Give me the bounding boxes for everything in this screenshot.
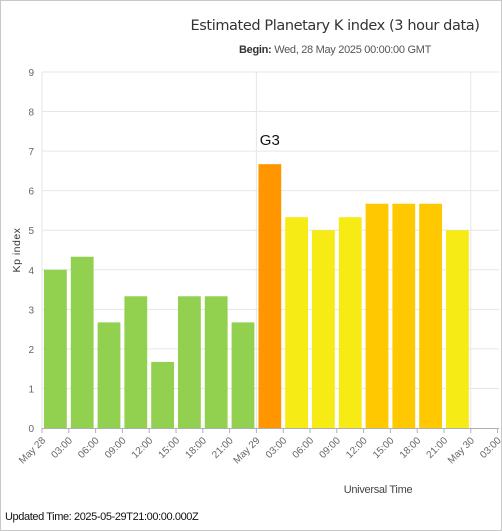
y-tick-label: 2 (28, 345, 34, 356)
bar-kp-9 (285, 217, 308, 428)
x-tick-label: 03:00 (478, 435, 502, 461)
x-tick-label: May 28 (17, 435, 48, 466)
y-tick-label: 7 (28, 147, 34, 158)
annotations: G3 (260, 132, 280, 149)
y-tick-label: 4 (28, 266, 34, 277)
x-tick-label: May 30 (446, 435, 477, 466)
x-tick-label: 06:00 (291, 435, 317, 461)
y-axis-title: Kp index (11, 227, 23, 272)
updated-time: Updated Time: 2025-05-29T21:00:00.000Z (5, 511, 199, 523)
bar-series (44, 164, 469, 429)
bar-kp-6 (204, 296, 228, 428)
x-tick-label: 12:00 (344, 435, 370, 461)
chart-subtitle: Begin: Wed, 28 May 2025 00:00:00 GMT (170, 44, 500, 56)
bar-kp-4 (151, 361, 174, 428)
bar-kp-15 (446, 230, 469, 428)
bar-kp-2 (97, 322, 121, 428)
chart-title: Estimated Planetary K index (3 hour data… (190, 18, 480, 34)
y-tick-label: 0 (28, 424, 34, 435)
bar-kp-0 (44, 269, 67, 428)
y-tick-label: 3 (28, 305, 34, 316)
x-tick-label: 03:00 (264, 435, 290, 461)
bar-kp-14 (419, 203, 442, 428)
bar-kp-3 (124, 296, 148, 428)
x-tick-label: 15:00 (157, 435, 183, 461)
bar-kp-7 (231, 322, 255, 428)
x-tick-label: May 29 (232, 435, 263, 466)
x-tick-label: 12:00 (130, 435, 156, 461)
x-tick-label: 09:00 (103, 435, 129, 461)
x-tick-label: 06:00 (76, 435, 102, 461)
x-axis-title: Universal Time (344, 484, 413, 496)
x-tick-label: 09:00 (317, 435, 343, 461)
bar-kp-13 (392, 203, 416, 428)
bar-kp-8 (258, 164, 282, 429)
y-tick-label: 8 (28, 108, 34, 119)
bar-kp-5 (178, 296, 201, 428)
bar-kp-11 (338, 217, 362, 428)
x-tick-label: 15:00 (371, 435, 397, 461)
begin-label: Begin: (239, 44, 272, 56)
y-tick-label: 1 (28, 384, 34, 395)
begin-value: Wed, 28 May 2025 00:00:00 GMT (274, 44, 431, 56)
y-tick-label: 9 (28, 68, 34, 79)
bar-kp-1 (70, 256, 94, 428)
x-tick-label: 18:00 (183, 435, 209, 461)
y-tick-label: 6 (28, 187, 34, 198)
x-tick-label: 18:00 (398, 435, 424, 461)
y-tick-label: 5 (28, 226, 34, 237)
x-tick-label: 03:00 (49, 435, 75, 461)
bar-kp-10 (312, 230, 335, 428)
storm-level-label: G3 (260, 132, 280, 149)
bar-kp-12 (365, 203, 389, 428)
